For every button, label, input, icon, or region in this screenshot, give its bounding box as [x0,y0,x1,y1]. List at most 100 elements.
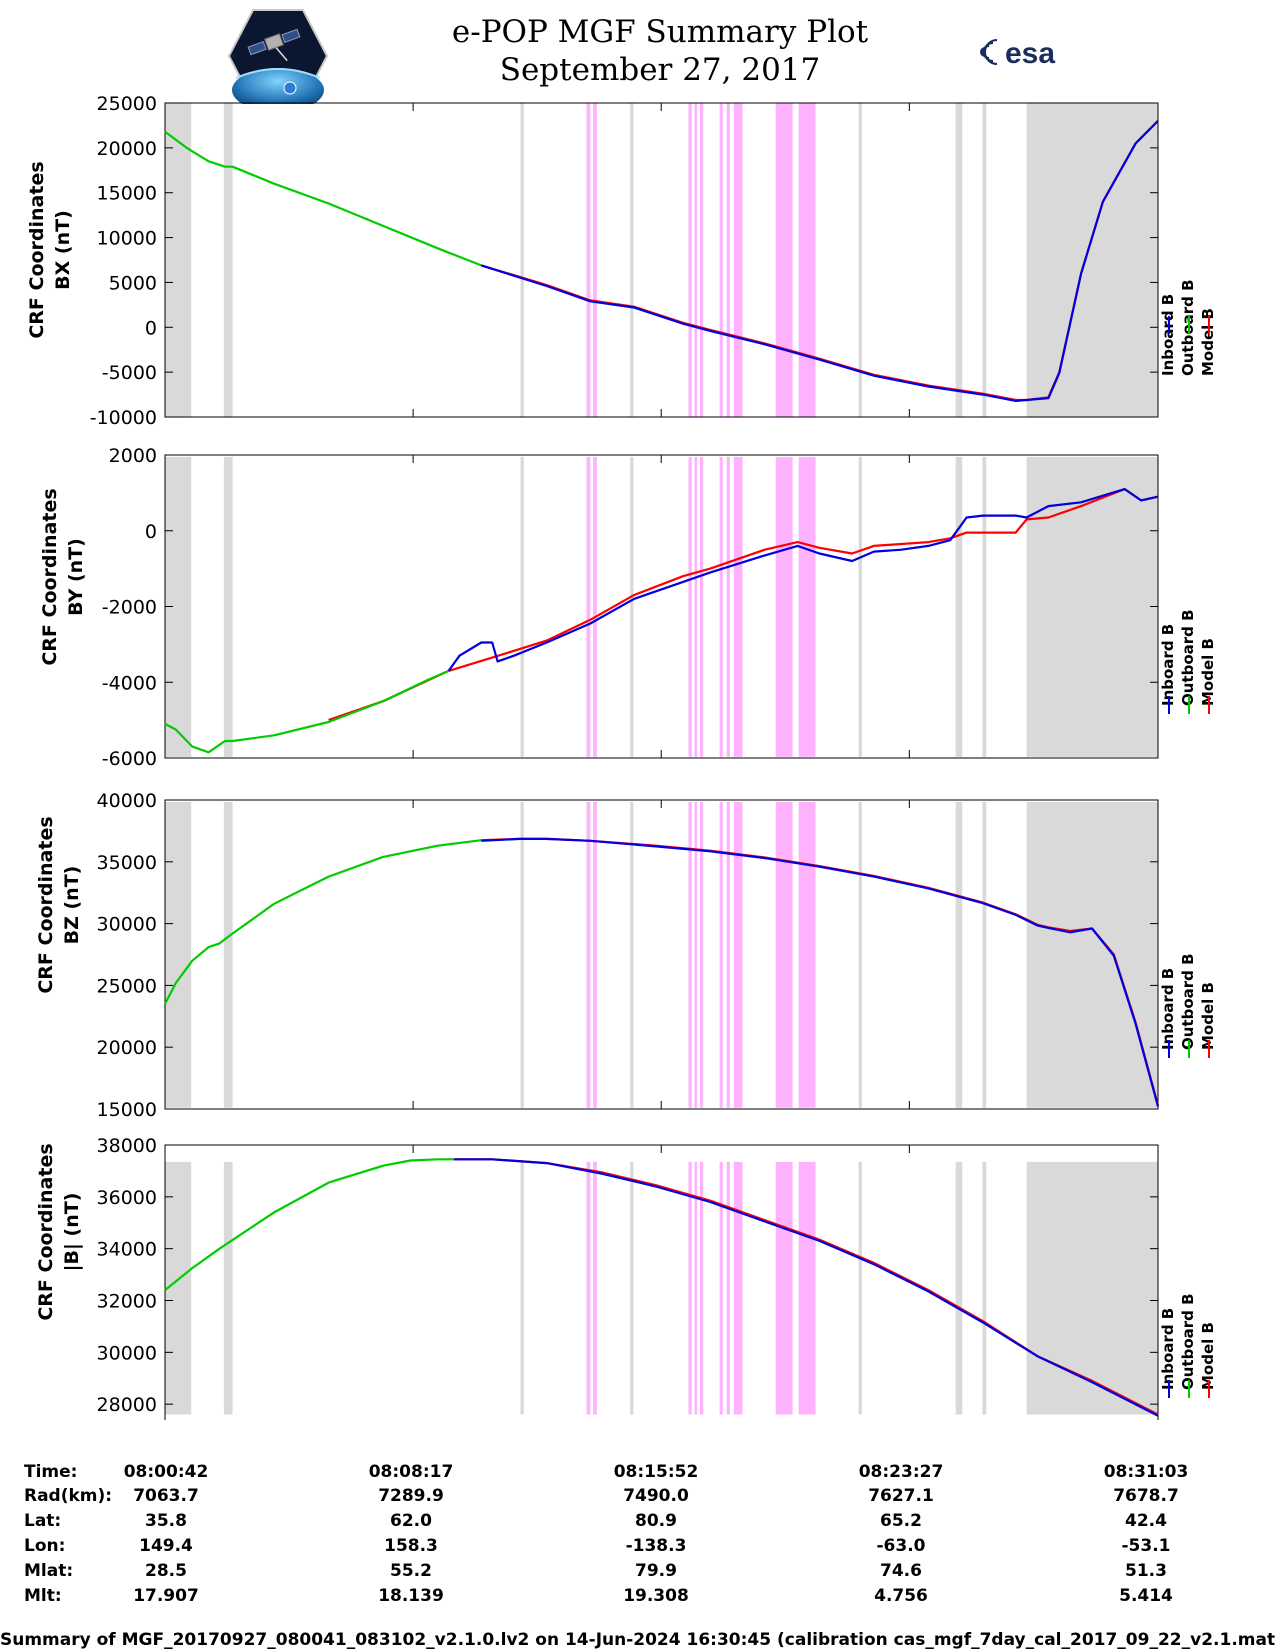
info-label-lat: Lat: [24,1511,62,1531]
info-rad-3: 7627.1 [868,1486,934,1506]
band-pink-2-6 [688,801,692,1108]
ytick-label: -4000 [102,672,157,694]
legend-outboard: Outboard B [1179,1293,1197,1390]
info-time-3: 08:23:27 [858,1462,944,1482]
ytick-label: 30000 [97,1342,157,1364]
band-pink-1-3 [586,456,591,757]
band-gray-2-5 [630,801,634,1108]
ytick-label: -5000 [102,362,157,384]
info-rad-1: 7289.9 [378,1486,444,1506]
legend-outboard: Outboard B [1179,953,1197,1050]
legend-outboard-swatch [1188,1040,1190,1058]
band-pink-2-4 [593,801,597,1108]
ytick-label: 15000 [97,183,157,205]
ytick-label: -6000 [102,748,157,770]
legend-inboard: Inboard B [1159,967,1177,1050]
info-lat-0: 35.8 [145,1511,187,1531]
series-outboard-line-panel-4 [164,1158,454,1291]
band-pink-2-8 [699,801,704,1108]
band-pink-1-8 [699,456,704,757]
legend-outboard-swatch [1188,316,1190,334]
series-model-line-panel-2 [328,488,1159,722]
band-pink-3-6 [688,1161,692,1415]
panel-4-ylabel: CRF Coordinates |B| (nT) [35,1143,83,1321]
ytick-label: 40000 [97,790,157,812]
band-pink-2-11 [733,801,743,1108]
band-gray-1-1 [223,456,233,757]
plot-footer: Summary of MGF_20170927_080041_083102_v2… [0,1630,1275,1650]
band-pink-0-9 [719,103,723,417]
info-label-mlat: Mlat: [24,1561,74,1581]
band-gray-2-1 [223,801,233,1108]
info-rad-4: 7678.7 [1113,1486,1179,1506]
ytick-label: -10000 [90,407,157,429]
plot-title: e-POP MGF Summary Plot [451,14,869,50]
ytick-label: 0 [145,317,157,339]
band-pink-3-11 [733,1161,743,1415]
band-gray-1-15 [955,456,963,757]
band-gray-0-5 [630,103,634,417]
info-lat-4: 42.4 [1125,1511,1167,1531]
band-gray-0-17 [1026,103,1158,417]
legend-inboard-swatch [1168,696,1170,714]
band-gray-0-0 [165,103,192,417]
series-outboard-line-panel-3 [164,839,482,1005]
band-pink-1-13 [798,456,816,757]
band-pink-2-10 [726,801,730,1108]
band-gray-0-1 [223,103,233,417]
panel-1-ylabel: CRF Coordinates BX (nT) [26,161,74,339]
band-pink-0-7 [694,103,698,417]
band-pink-1-11 [733,456,743,757]
esa-logo-icon: esa [980,37,1055,70]
band-gray-3-0 [165,1161,192,1415]
band-gray-1-14 [858,456,862,757]
series-outboard-line-panel-2 [164,669,450,754]
band-gray-2-17 [1026,801,1158,1108]
band-pink-0-13 [798,103,816,417]
band-gray-2-0 [165,801,192,1108]
series-inboard-line-panel-1 [480,120,1159,402]
band-pink-1-9 [719,456,723,757]
band-pink-0-10 [726,103,730,417]
ytick-label: 20000 [97,138,157,160]
band-pink-2-9 [719,801,723,1108]
info-mlat-0: 28.5 [145,1561,187,1581]
info-rad-0: 7063.7 [133,1486,199,1506]
band-pink-3-8 [699,1161,704,1415]
panel-2-frame [164,454,1159,759]
legend-model: Model B [1199,982,1217,1050]
band-gray-2-2 [520,801,524,1108]
esa-wordmark: esa [1005,37,1055,70]
band-gray-1-16 [982,456,987,757]
series-inboard-line-panel-3 [481,837,1160,1107]
band-gray-2-16 [982,801,987,1108]
legend-outboard-swatch [1188,696,1190,714]
band-pink-1-7 [694,456,698,757]
legend-model: Model B [1199,1322,1217,1390]
info-mlt-3: 4.756 [874,1586,928,1606]
band-pink-2-13 [798,801,816,1108]
info-mlt-2: 19.308 [623,1586,689,1606]
legend-model-swatch [1208,696,1210,714]
band-pink-2-12 [775,801,793,1108]
info-mlat-1: 55.2 [390,1561,432,1581]
band-pink-0-3 [586,103,591,417]
band-pink-3-12 [775,1161,793,1415]
band-gray-1-5 [630,456,634,757]
ytick-label: 15000 [97,1099,157,1121]
band-pink-2-3 [586,801,591,1108]
band-pink-0-4 [593,103,597,417]
ytick-label: 5000 [109,272,157,294]
info-rad-2: 7490.0 [623,1486,689,1506]
band-gray-0-2 [520,103,524,417]
info-label-mlt: Mlt: [24,1586,62,1606]
ytick-label: 38000 [97,1135,157,1157]
band-pink-3-9 [719,1161,723,1415]
band-gray-3-15 [955,1161,963,1415]
info-lon-2: -138.3 [625,1536,687,1556]
info-lat-3: 65.2 [880,1511,922,1531]
band-gray-3-1 [223,1161,233,1415]
band-pink-3-3 [586,1161,591,1415]
ytick-label: 35000 [97,852,157,874]
